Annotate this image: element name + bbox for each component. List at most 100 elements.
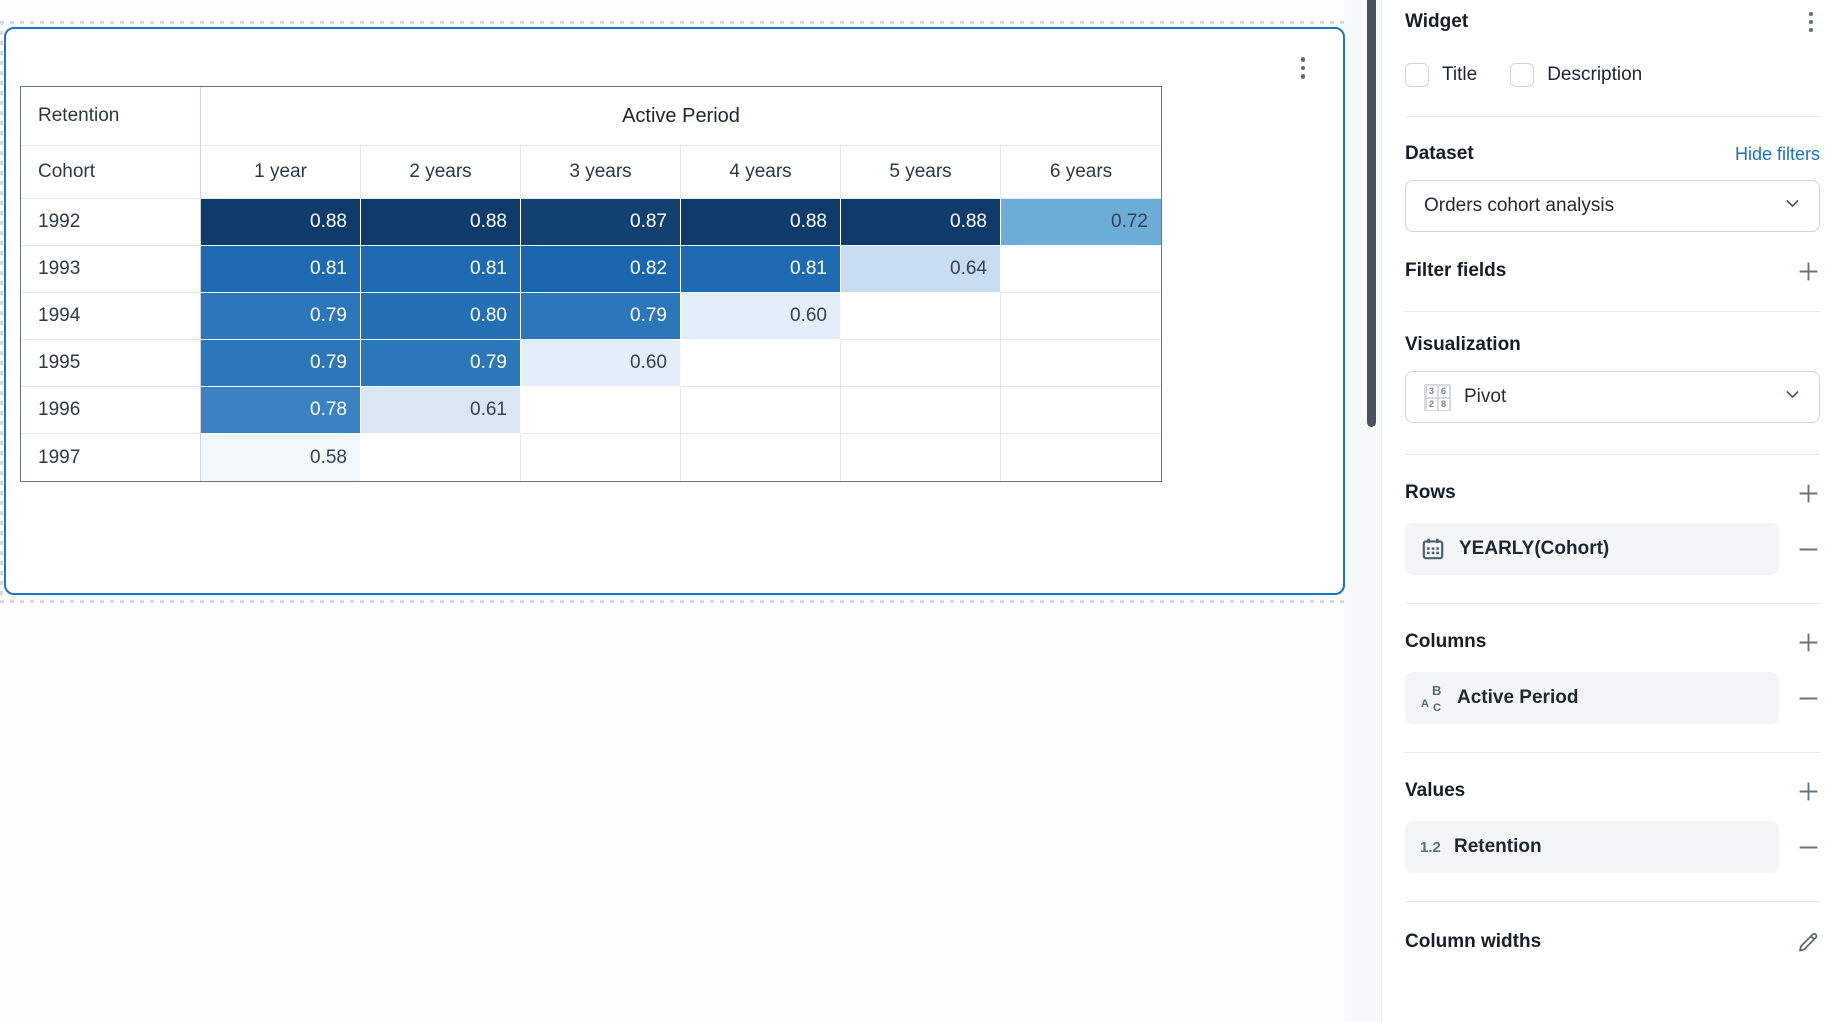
pivot-cell [1001, 387, 1161, 434]
sidebar-title: Widget [1405, 11, 1469, 32]
values-heading: Values [1405, 780, 1466, 801]
pivot-cell: 0.81 [361, 246, 521, 293]
add-filter-field-button[interactable] [1796, 259, 1820, 283]
pivot-column-header: 4 years [681, 146, 841, 199]
rows-field-chip[interactable]: YEARLY(Cohort) [1405, 523, 1779, 575]
pivot-cell: 0.79 [361, 340, 521, 387]
pivot-cell: 0.87 [521, 199, 681, 246]
pivot-row: 1994 0.79 0.80 0.79 0.60 [21, 293, 1161, 340]
divider [1405, 311, 1820, 312]
dataset-select-value: Orders cohort analysis [1424, 195, 1615, 216]
hide-filters-link[interactable]: Hide filters [1734, 143, 1820, 164]
pivot-column-header: 5 years [841, 146, 1001, 199]
pivot-row-label: 1993 [21, 246, 201, 293]
grid-dot-line [0, 600, 1345, 603]
pivot-cell: 0.88 [361, 199, 521, 246]
scrollbar-thumb[interactable] [1367, 0, 1376, 427]
pivot-cell [841, 293, 1001, 340]
numeric-field-icon: 1.2 [1420, 838, 1441, 856]
calendar-icon [1422, 538, 1444, 560]
pivot-row-dimension-header: Cohort [21, 146, 201, 199]
remove-row-field-button[interactable] [1796, 537, 1820, 561]
pivot-cell: 0.79 [201, 293, 361, 340]
pivot-cell: 0.81 [201, 246, 361, 293]
pivot-cell [841, 434, 1001, 481]
pivot-cell [1001, 340, 1161, 387]
filter-fields-heading: Filter fields [1405, 260, 1507, 281]
pivot-row: 1996 0.78 0.61 [21, 387, 1161, 434]
pivot-cell [841, 340, 1001, 387]
pivot-cell: 0.82 [521, 246, 681, 293]
dataset-heading: Dataset [1405, 143, 1474, 164]
pivot-cell: 0.60 [521, 340, 681, 387]
pivot-cell: 0.72 [1001, 199, 1161, 246]
pivot-cell [1001, 434, 1161, 481]
columns-heading: Columns [1405, 631, 1487, 652]
columns-field-label: Active Period [1457, 687, 1579, 708]
grid-dot-line [0, 21, 3, 603]
divider [1405, 454, 1820, 455]
pivot-cell [681, 340, 841, 387]
sidebar-kebab-menu-icon[interactable] [1802, 9, 1820, 35]
pivot-row-label: 1992 [21, 199, 201, 246]
pivot-cell: 0.81 [681, 246, 841, 293]
pivot-cell: 0.88 [841, 199, 1001, 246]
visualization-heading: Visualization [1405, 334, 1521, 355]
remove-value-field-button[interactable] [1796, 835, 1820, 859]
pivot-cell: 0.88 [201, 199, 361, 246]
add-row-field-button[interactable] [1796, 481, 1820, 505]
pivot-column-header: 6 years [1001, 146, 1161, 199]
pivot-row: 1992 0.88 0.88 0.87 0.88 0.88 0.72 [21, 199, 1161, 246]
pivot-row-label: 1995 [21, 340, 201, 387]
pivot-column-header: 2 years [361, 146, 521, 199]
edit-column-widths-button[interactable] [1796, 930, 1820, 954]
pivot-cell: 0.80 [361, 293, 521, 340]
widget-settings-sidebar: Widget Title Description Dataset Hide fi… [1381, 0, 1836, 1022]
pivot-table-container: Retention Active Period Cohort 1 year 2 year… [20, 86, 1162, 482]
remove-column-field-button[interactable] [1796, 686, 1820, 710]
title-checkbox[interactable] [1405, 63, 1429, 87]
pivot-row: 1993 0.81 0.81 0.82 0.81 0.64 [21, 246, 1161, 293]
chevron-down-icon [1784, 195, 1801, 217]
dataset-select[interactable]: Orders cohort analysis [1405, 180, 1820, 232]
pivot-cell: 0.60 [681, 293, 841, 340]
pivot-cell [361, 434, 521, 481]
description-checkbox[interactable] [1510, 63, 1535, 87]
pivot-column-group-header: Active Period [201, 87, 1161, 146]
pivot-row-label: 1994 [21, 293, 201, 340]
pivot-cell: 0.79 [521, 293, 681, 340]
dashboard-canvas: Retention Active Period Cohort 1 year 2 year… [0, 21, 1345, 603]
pivot-cell [681, 434, 841, 481]
pivot-cell [1001, 246, 1161, 293]
divider [1405, 901, 1820, 902]
add-column-field-button[interactable] [1796, 630, 1820, 654]
visualization-select-value: Pivot [1464, 386, 1507, 407]
pivot-cell: 0.64 [841, 246, 1001, 293]
column-widths-heading: Column widths [1405, 931, 1542, 952]
pivot-cell: 0.79 [201, 340, 361, 387]
pivot-column-header: 3 years [521, 146, 681, 199]
chevron-down-icon [1784, 386, 1801, 408]
widget-kebab-menu-icon[interactable] [1293, 55, 1313, 81]
rows-field-label: YEARLY(Cohort) [1459, 538, 1610, 559]
pivot-cell [841, 387, 1001, 434]
divider [1405, 603, 1820, 604]
pivot-row: 1995 0.79 0.79 0.60 [21, 340, 1161, 387]
pivot-widget-card[interactable]: Retention Active Period Cohort 1 year 2 year… [4, 27, 1345, 595]
pivot-row-label: 1997 [21, 434, 201, 481]
values-field-chip[interactable]: 1.2 Retention [1405, 821, 1779, 873]
values-field-label: Retention [1454, 836, 1542, 857]
pivot-column-header: 1 year [201, 146, 361, 199]
divider [1405, 116, 1820, 117]
pivot-row-label: 1996 [21, 387, 201, 434]
pivot-row: 1997 0.58 [21, 434, 1161, 481]
add-value-field-button[interactable] [1796, 779, 1820, 803]
title-checkbox-label: Title [1442, 64, 1478, 85]
pivot-cell: 0.61 [361, 387, 521, 434]
scroll-gutter [1345, 0, 1381, 1022]
pivot-table: Retention Active Period Cohort 1 year 2 year… [20, 86, 1162, 482]
